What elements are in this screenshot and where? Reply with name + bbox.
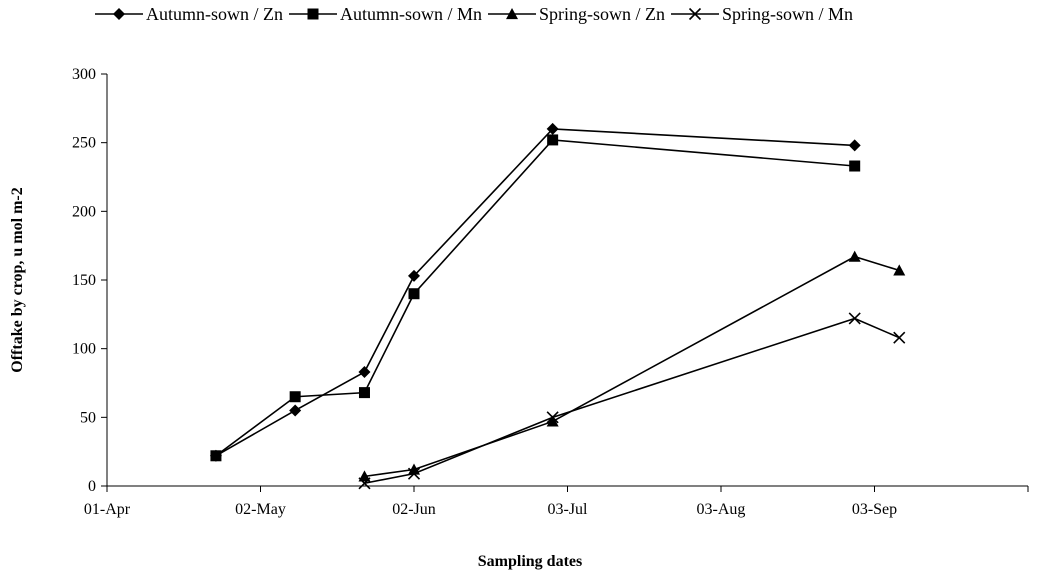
- data-point: [210, 450, 222, 462]
- series-square: [210, 134, 861, 462]
- legend-swatch-marker: [113, 8, 125, 20]
- x-axis: 01-Apr 02-May 02-Jun 03-Jul 03-Aug 03-Sep: [84, 485, 1029, 518]
- legend-item: Spring-sown / Mn: [671, 4, 853, 24]
- legend-swatch-marker: [307, 8, 319, 20]
- legend-label: Autumn-sown / Mn: [340, 4, 482, 24]
- legend-label: Spring-sown / Mn: [722, 4, 853, 24]
- legend: Autumn-sown / Zn Autumn-sown / Mn Spring-s…: [95, 4, 853, 24]
- legend-item: Autumn-sown / Mn: [289, 4, 482, 24]
- data-point: [546, 122, 559, 135]
- y-axis-title: Offtake by crop, u mol m-2: [9, 187, 26, 372]
- x-tick-label: 02-Jun: [392, 501, 436, 518]
- data-point: [408, 269, 420, 282]
- data-point: [893, 331, 906, 344]
- y-tick-label: 50: [80, 409, 96, 426]
- x-tick-label: 03-Jul: [548, 501, 589, 518]
- legend-label: Spring-sown / Zn: [539, 4, 665, 24]
- y-axis: 0 50 100 150 200 250 300: [72, 66, 108, 495]
- legend-item: Spring-sown / Zn: [488, 4, 665, 24]
- x-tick-label: 03-Sep: [852, 501, 897, 518]
- plot-area: [209, 122, 906, 490]
- legend-item: Autumn-sown / Zn: [95, 4, 283, 24]
- data-point: [289, 391, 301, 403]
- y-tick-label: 250: [72, 135, 96, 152]
- data-point: [408, 288, 420, 300]
- data-point: [358, 366, 371, 379]
- y-tick-label: 300: [72, 66, 96, 83]
- legend-swatch-marker: [688, 7, 702, 21]
- y-tick-label: 200: [72, 203, 96, 220]
- legend-label: Autumn-sown / Zn: [146, 4, 283, 24]
- data-point: [546, 415, 559, 427]
- data-point: [358, 477, 371, 490]
- data-point: [358, 387, 370, 399]
- data-point: [358, 470, 371, 482]
- data-point: [893, 264, 906, 276]
- x-tick-label: 01-Apr: [84, 501, 131, 518]
- series-triangle: [358, 250, 906, 482]
- data-point: [849, 160, 861, 172]
- series-x: [358, 312, 906, 490]
- series-line: [215, 139, 855, 457]
- data-point: [547, 134, 559, 146]
- data-point: [289, 404, 302, 417]
- data-point: [407, 467, 421, 480]
- y-tick-label: 150: [72, 272, 96, 289]
- data-point: [546, 411, 559, 424]
- y-tick-label: 100: [72, 341, 96, 358]
- series-line: [215, 128, 855, 457]
- y-tick-label: 0: [88, 478, 96, 495]
- data-point: [848, 250, 861, 262]
- series-line: [364, 255, 900, 478]
- x-axis-title: Sampling dates: [478, 553, 582, 570]
- data-point: [848, 139, 861, 152]
- legend-swatch-marker: [506, 8, 519, 20]
- x-tick-label: 03-Aug: [697, 501, 746, 518]
- series-diamond: [209, 122, 861, 462]
- data-point: [848, 312, 861, 325]
- x-tick-label: 02-May: [235, 501, 286, 518]
